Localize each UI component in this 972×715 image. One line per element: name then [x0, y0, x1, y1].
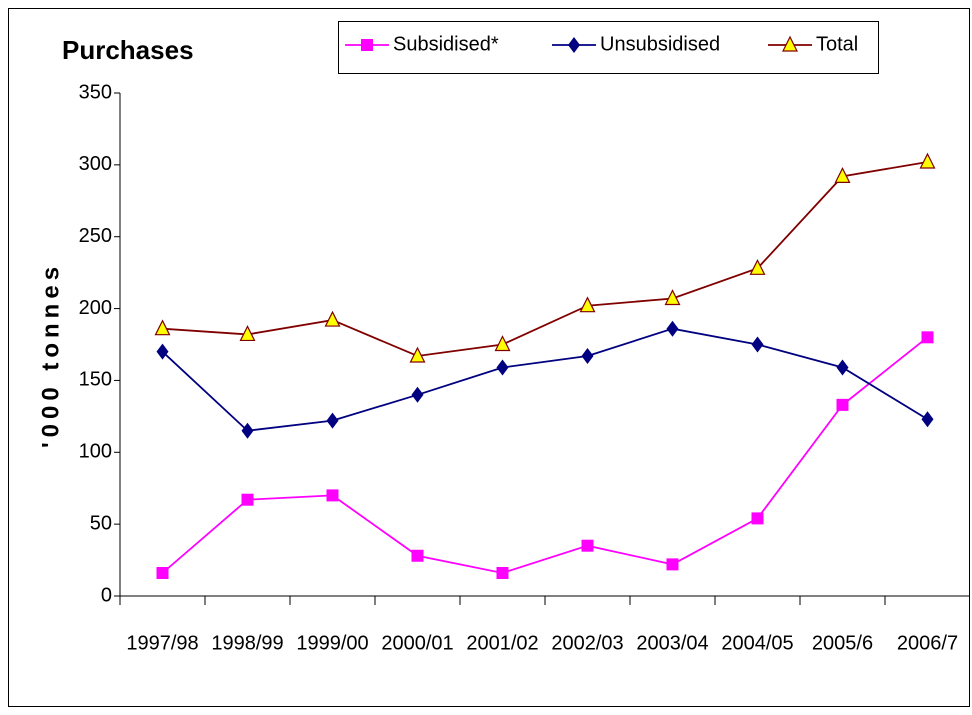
y-tick-label: 150: [79, 369, 112, 391]
y-tick-label: 100: [79, 441, 112, 463]
x-tick-label: 2002/03: [551, 632, 623, 654]
marker-diamond: [496, 359, 509, 376]
marker-triangle: [919, 152, 936, 169]
legend-marker: [568, 37, 580, 53]
marker-triangle: [579, 296, 596, 313]
marker-square: [496, 567, 509, 580]
chart-title: Purchases: [62, 35, 194, 65]
y-tick-label: 200: [79, 297, 112, 319]
y-tick-label: 350: [79, 81, 112, 103]
legend-label: Unsubsidised: [600, 33, 720, 55]
marker-square: [241, 493, 254, 506]
x-tick-label: 1999/00: [296, 632, 368, 654]
marker-square: [156, 567, 169, 580]
marker-square: [326, 489, 339, 502]
y-tick-label: 300: [79, 153, 112, 175]
marker-diamond: [411, 386, 424, 403]
marker-triangle: [664, 289, 681, 306]
marker-triangle: [324, 310, 341, 327]
x-tick-label: 2005/6: [812, 632, 873, 654]
marker-diamond: [241, 422, 254, 439]
marker-diamond: [156, 343, 169, 360]
legend-label: Total: [816, 33, 858, 55]
marker-square: [581, 539, 594, 552]
marker-diamond: [581, 347, 594, 364]
series-line: [162, 161, 928, 357]
marker-square: [666, 558, 679, 571]
marker-diamond: [751, 336, 764, 353]
legend-marker: [782, 35, 798, 52]
legend-label: Subsidised*: [393, 33, 499, 55]
chart-border: [8, 8, 970, 707]
y-tick-label: 0: [101, 584, 112, 606]
marker-triangle: [494, 335, 511, 352]
marker-diamond: [666, 320, 679, 337]
x-tick-label: 2003/04: [636, 632, 708, 654]
x-tick-label: 1998/99: [211, 632, 283, 654]
marker-square: [836, 398, 849, 411]
marker-triangle: [154, 319, 171, 336]
series-line: [161, 327, 928, 432]
marker-diamond: [326, 412, 339, 429]
y-tick-label: 50: [90, 512, 112, 534]
marker-square: [751, 512, 764, 525]
marker-triangle: [834, 167, 851, 183]
x-tick-label: 2006/7: [897, 632, 958, 654]
marker-square: [921, 331, 934, 344]
x-tick-label: 1997/98: [126, 632, 198, 654]
marker-diamond: [921, 411, 934, 428]
x-tick-label: 2001/02: [466, 632, 538, 654]
marker-square: [411, 549, 424, 562]
marker-triangle: [239, 325, 256, 342]
x-tick-label: 2004/05: [721, 632, 793, 654]
marker-triangle: [409, 346, 426, 363]
x-tick-label: 2000/01: [381, 632, 453, 654]
y-tick-label: 250: [79, 225, 112, 247]
series-line: [161, 336, 929, 574]
marker-triangle: [749, 258, 766, 275]
legend-marker: [361, 39, 373, 51]
y-axis-label: '000 tonnes: [37, 262, 64, 448]
marker-diamond: [836, 359, 849, 376]
